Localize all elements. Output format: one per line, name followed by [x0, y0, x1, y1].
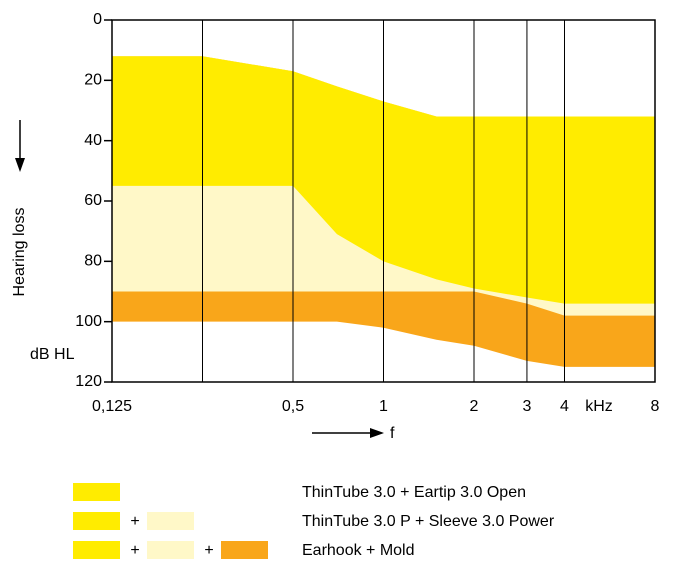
y-arrow-head: [15, 158, 25, 172]
y-tick-label: 20: [84, 72, 102, 89]
plot-frame: [111, 19, 656, 383]
y-tick-label: 0: [93, 11, 102, 28]
x-tick-label: 3: [522, 398, 531, 415]
legend-swatch: [221, 541, 268, 559]
legend-joiner: +: [204, 542, 213, 559]
y-tick-label: 40: [84, 132, 102, 149]
y-tick-label: 100: [75, 313, 102, 330]
y-axis-label: Hearing loss: [11, 208, 28, 297]
x-tick-label: 2: [470, 398, 479, 415]
x-tick-label: 1: [379, 398, 388, 415]
x-tick-label: 8: [651, 398, 660, 415]
y-tick-label: 120: [75, 373, 102, 390]
y-unit: dB HL: [30, 346, 75, 363]
y-tick-label: 80: [84, 253, 102, 270]
legend-swatch: [73, 541, 120, 559]
legend-swatch: [73, 483, 120, 501]
legend-joiner: +: [130, 513, 139, 530]
legend-label: Earhook + Mold: [302, 542, 415, 559]
legend-swatch: [147, 541, 194, 559]
x-tick-label: 4: [560, 398, 569, 415]
legend-joiner: +: [130, 542, 139, 559]
y-tick-label: 60: [84, 192, 102, 209]
x-axis-label: f: [390, 425, 395, 442]
x-tick-label: 0,5: [282, 398, 304, 415]
x-arrow-head: [370, 428, 384, 438]
x-tick-label: 0,125: [92, 398, 132, 415]
legend-label: ThinTube 3.0 P + Sleeve 3.0 Power: [302, 513, 555, 530]
legend-swatch: [147, 512, 194, 530]
x-unit: kHz: [585, 398, 613, 415]
legend-label: ThinTube 3.0 + Eartip 3.0 Open: [302, 484, 526, 501]
legend-swatch: [73, 512, 120, 530]
